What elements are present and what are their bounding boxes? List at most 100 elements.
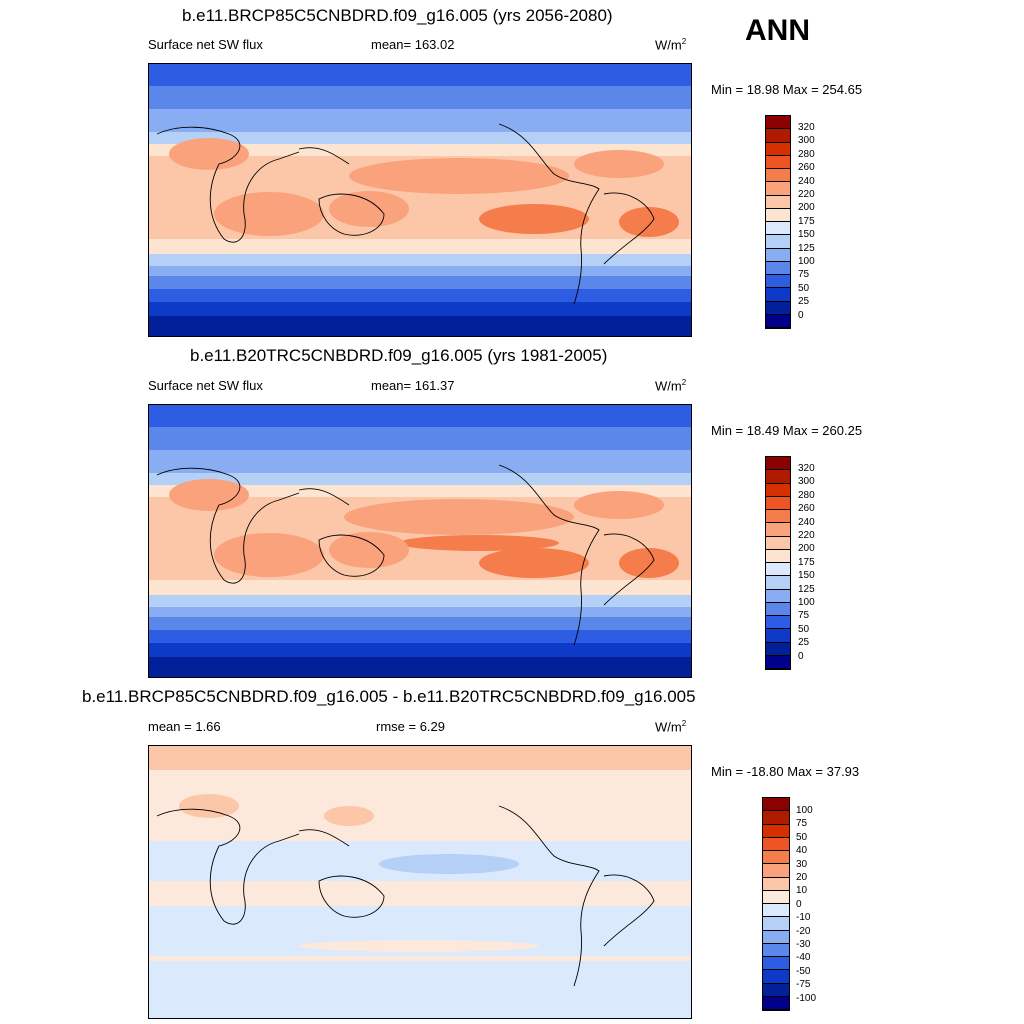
colorbar-tick: 30 bbox=[796, 858, 808, 870]
colorbar-swatch bbox=[763, 930, 789, 944]
colorbar-tick: 50 bbox=[798, 282, 810, 294]
colorbar-swatch bbox=[766, 155, 790, 169]
colorbar-swatch bbox=[766, 222, 790, 236]
colorbar-swatch bbox=[763, 864, 789, 878]
colorbar-tick: 260 bbox=[798, 162, 815, 174]
colorbar-swatch bbox=[763, 890, 789, 904]
panel-1-map bbox=[148, 63, 692, 337]
panel-1-mean-label: mean= 163.02 bbox=[371, 37, 455, 52]
panel-2-colorbar-labels: 320 300 280 260 240 220 200 175 150 125 … bbox=[798, 462, 815, 663]
panel-2-variable-label: Surface net SW flux bbox=[148, 378, 263, 393]
colorbar-tick: 125 bbox=[798, 583, 815, 595]
colorbar-tick: 75 bbox=[798, 269, 810, 281]
colorbar-tick: 0 bbox=[798, 309, 804, 321]
colorbar-swatch bbox=[766, 510, 790, 524]
colorbar-tick: -40 bbox=[796, 952, 811, 964]
panel-1-units: W/m2 bbox=[655, 37, 687, 53]
colorbar-swatch bbox=[763, 943, 789, 957]
colorbar-tick: -20 bbox=[796, 925, 811, 937]
colorbar-swatch bbox=[766, 496, 790, 510]
colorbar-swatch bbox=[766, 248, 790, 262]
panel-3-map bbox=[148, 745, 692, 1019]
colorbar-tick: 200 bbox=[798, 543, 815, 555]
colorbar-swatch bbox=[766, 655, 790, 669]
colorbar-swatch bbox=[763, 811, 789, 825]
colorbar-tick: 25 bbox=[798, 296, 810, 308]
panel-2-title: b.e11.B20TRC5CNBDRD.f09_g16.005 (yrs 198… bbox=[190, 346, 608, 365]
colorbar-tick: 75 bbox=[798, 610, 810, 622]
panel-2-colorbar bbox=[765, 456, 791, 670]
colorbar-swatch bbox=[766, 314, 790, 328]
colorbar-swatch bbox=[766, 169, 790, 183]
colorbar-swatch bbox=[766, 589, 790, 603]
panel-1-colorbar-labels: 320 300 280 260 240 220 200 175 150 125 … bbox=[798, 121, 815, 322]
colorbar-swatch bbox=[763, 957, 789, 971]
colorbar-tick: 100 bbox=[796, 805, 813, 816]
colorbar-swatch bbox=[766, 275, 790, 289]
colorbar-tick: 175 bbox=[798, 556, 815, 568]
colorbar-tick: 280 bbox=[798, 148, 815, 160]
colorbar-tick: 240 bbox=[798, 516, 815, 528]
panel-3-minmax: Min = -18.80 Max = 37.93 bbox=[711, 764, 860, 779]
colorbar-tick: -100 bbox=[796, 992, 817, 1004]
panel-3-mean-label: mean = 1.66 bbox=[148, 719, 221, 734]
colorbar-tick: 100 bbox=[798, 256, 815, 268]
colorbar-swatch bbox=[763, 917, 789, 931]
colorbar-tick: 50 bbox=[798, 623, 810, 635]
colorbar-swatch bbox=[766, 235, 790, 249]
colorbar-tick: 260 bbox=[798, 503, 815, 515]
colorbar-tick: 25 bbox=[798, 637, 810, 649]
panel-1-coastlines bbox=[156, 123, 655, 305]
colorbar-swatch bbox=[766, 301, 790, 315]
colorbar-swatch bbox=[766, 208, 790, 222]
colorbar-swatch bbox=[766, 536, 790, 550]
colorbar-tick: 220 bbox=[798, 189, 815, 201]
colorbar-swatch bbox=[766, 195, 790, 209]
colorbar-swatch bbox=[766, 602, 790, 616]
colorbar-tick: 320 bbox=[798, 122, 815, 133]
colorbar-swatch bbox=[766, 576, 790, 590]
colorbar-swatch bbox=[763, 983, 789, 997]
panel-3-title: b.e11.BRCP85C5CNBDRD.f09_g16.005 - b.e11… bbox=[82, 687, 696, 706]
colorbar-swatch bbox=[766, 142, 790, 156]
colorbar-tick: 150 bbox=[798, 570, 815, 582]
panel-2-units: W/m2 bbox=[655, 378, 687, 394]
colorbar-tick: 0 bbox=[796, 898, 802, 910]
colorbar-tick: -75 bbox=[796, 979, 811, 991]
colorbar-tick: 10 bbox=[796, 885, 808, 897]
panel-3-coastlines bbox=[156, 805, 655, 987]
panel-3-field bbox=[149, 746, 691, 1018]
colorbar-swatch bbox=[763, 824, 789, 838]
colorbar-tick: 50 bbox=[796, 831, 808, 843]
panel-3-rmse-label: rmse = 6.29 bbox=[376, 719, 446, 734]
colorbar-tick: -30 bbox=[796, 939, 811, 951]
colorbar-tick: 175 bbox=[798, 215, 815, 227]
colorbar-swatch bbox=[763, 837, 789, 851]
colorbar-tick: 100 bbox=[798, 597, 815, 609]
season-label: ANN bbox=[745, 14, 810, 47]
colorbar-swatch bbox=[763, 851, 789, 865]
colorbar-swatch bbox=[766, 523, 790, 537]
panel-2-map bbox=[148, 404, 692, 678]
panel-2-field bbox=[149, 405, 691, 677]
panel-1-field bbox=[149, 64, 691, 336]
panel-3-colorbar-labels: 100 75 50 40 30 20 10 0 -10 -20 -30 -40 … bbox=[796, 804, 816, 1005]
colorbar-tick: 150 bbox=[798, 229, 815, 241]
panel-2-minmax: Min = 18.49 Max = 260.25 bbox=[711, 423, 863, 438]
colorbar-swatch bbox=[766, 288, 790, 302]
panel-2-coastlines bbox=[156, 464, 655, 646]
panel-3-units: W/m2 bbox=[655, 719, 687, 735]
colorbar-tick: 300 bbox=[798, 476, 815, 488]
colorbar-swatch bbox=[766, 616, 790, 630]
colorbar-swatch bbox=[766, 629, 790, 643]
colorbar-swatch bbox=[766, 549, 790, 563]
colorbar-swatch bbox=[766, 470, 790, 484]
panel-3-map-svg bbox=[149, 746, 691, 1018]
colorbar-swatch bbox=[766, 182, 790, 196]
panel-1-title: b.e11.BRCP85C5CNBDRD.f09_g16.005 (yrs 20… bbox=[182, 6, 613, 25]
colorbar-tick: -10 bbox=[796, 912, 811, 924]
colorbar-swatch bbox=[766, 483, 790, 497]
colorbar-tick: 220 bbox=[798, 530, 815, 542]
colorbar-tick: 20 bbox=[796, 872, 808, 884]
colorbar-tick: 280 bbox=[798, 489, 815, 501]
